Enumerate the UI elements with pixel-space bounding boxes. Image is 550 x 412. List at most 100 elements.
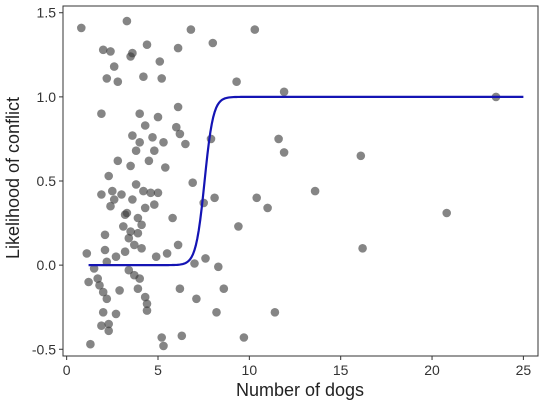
data-point [142,299,152,309]
data-point [442,208,452,218]
data-point [98,287,108,297]
data-point [89,264,99,273]
x-tick-label: 5 [154,362,162,378]
x-tick-label: 25 [516,362,532,378]
data-point [128,195,137,204]
data-point [137,244,146,253]
data-point [124,265,134,275]
data-point [208,38,218,48]
data-point [199,198,208,208]
data-point [95,281,104,290]
data-point [159,138,168,147]
data-point [130,240,139,250]
data-point [126,161,135,171]
data-point [117,190,126,199]
y-tick-label: 0.5 [37,173,57,189]
data-point [210,193,219,203]
data-point [144,156,154,166]
data-point [111,309,121,319]
data-point [177,331,187,341]
data-point [181,139,190,149]
data-point [111,252,121,261]
data-point [263,203,272,213]
data-point [109,195,119,204]
data-point [137,220,146,230]
data-point [153,188,163,198]
data-point [102,257,112,267]
data-point [270,308,280,317]
data-point [358,244,367,253]
data-point [279,148,289,157]
data-point [190,259,199,268]
data-point [86,339,95,349]
data-point [153,112,163,122]
data-point [162,249,172,258]
y-tick-label: -0.5 [32,341,56,357]
data-point [159,341,168,351]
data-point [100,230,110,240]
y-axis-title: Likelihood of conflict [3,97,23,259]
data-point [106,201,115,211]
logistic-curve [88,95,524,267]
axes: 0 5 10 15 20 25 -0.5 0.0 0.5 1.0 1.5 [32,5,539,378]
data-point [97,190,106,199]
data-point [82,249,92,258]
data-point [109,62,119,71]
fitted-curve [88,95,524,267]
data-point [142,306,152,315]
data-point [100,245,110,255]
data-point [201,254,210,263]
data-point [234,222,243,231]
data-point [135,274,144,283]
data-point [139,186,148,196]
data-point [175,284,185,294]
data-point [356,151,366,161]
data-point [142,40,152,49]
y-tick-label: 0.0 [37,257,57,273]
data-point [122,208,132,218]
data-point [172,122,181,132]
data-point [232,77,241,86]
data-point [133,228,143,238]
data-point [192,294,201,304]
data-point [279,87,289,97]
data-point [97,109,106,118]
data-point [150,146,159,155]
data-point [173,43,183,53]
data-point [97,321,106,331]
data-point [157,74,166,83]
data-point [148,133,157,142]
data-point [122,16,132,26]
data-point [131,180,141,189]
data-point [104,319,113,329]
data-point [175,129,185,139]
data-point [108,186,117,196]
data-point [219,284,229,294]
data-point [155,57,165,66]
data-point [135,138,144,147]
x-tick-label: 0 [63,362,71,378]
data-point [104,171,113,181]
data-point [173,240,183,250]
x-tick-label: 15 [333,362,349,378]
data-point [133,284,143,294]
data-point [151,252,161,261]
data-point [93,274,102,283]
y-tick-label: 1.5 [37,5,57,21]
data-point [98,308,108,317]
data-point [133,213,143,223]
data-point [173,102,183,112]
data-points [77,16,501,351]
data-point [188,178,197,187]
data-point [102,294,112,304]
data-point [310,186,320,196]
data-point [252,193,261,203]
data-point [212,308,221,317]
data-point [140,292,150,302]
data-point [113,156,123,166]
data-point [146,188,155,198]
data-point [77,23,86,33]
data-point [124,233,134,243]
data-point [186,25,196,34]
